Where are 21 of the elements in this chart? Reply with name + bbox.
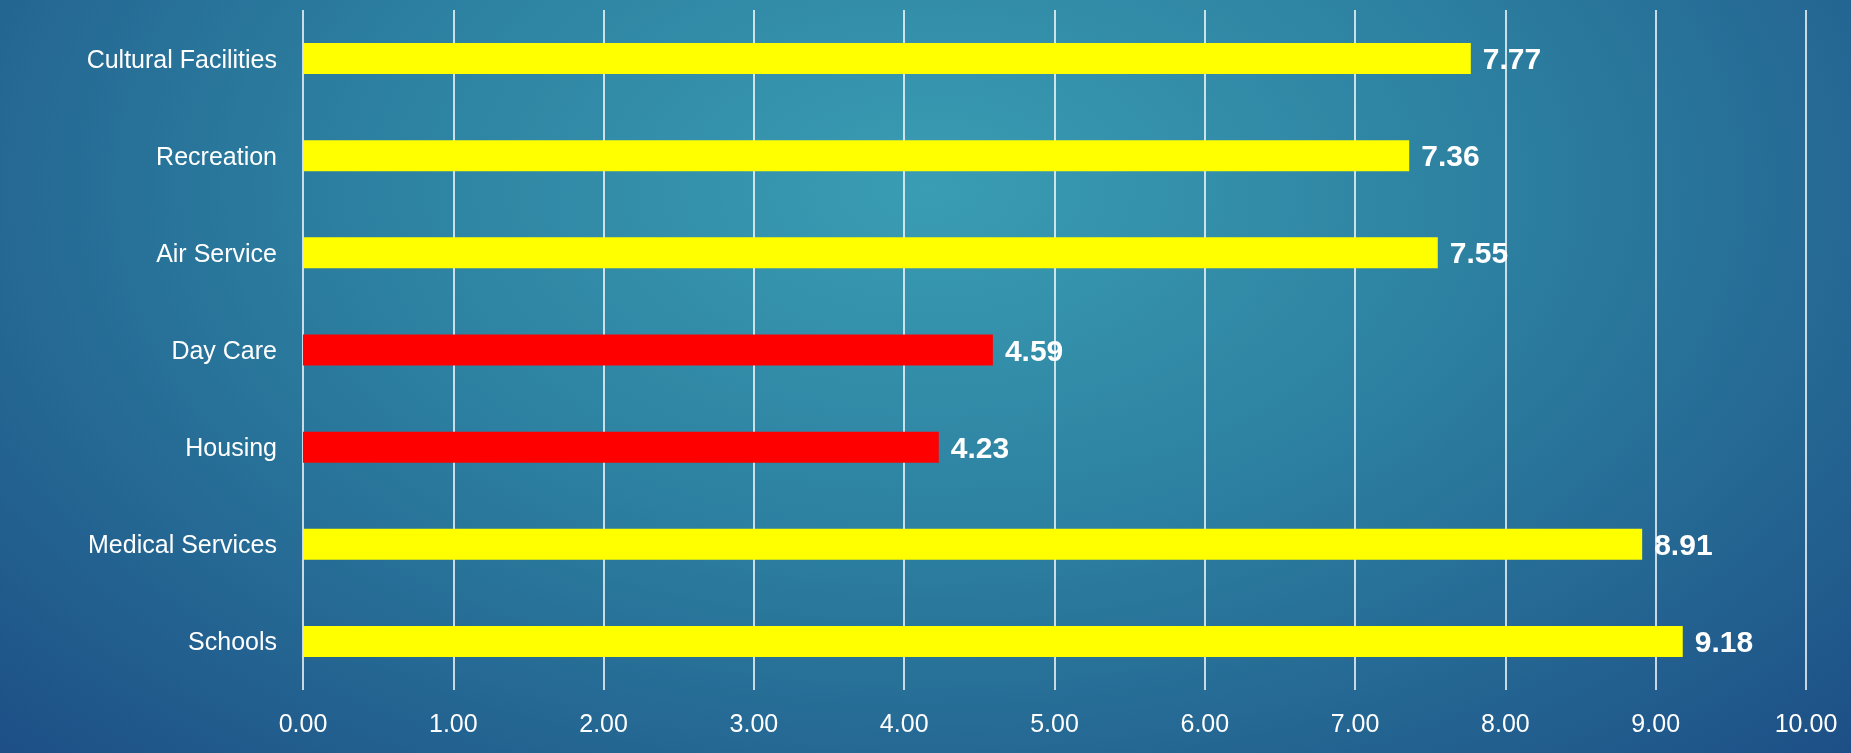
y-tick-label: Cultural Facilities [86, 44, 277, 73]
x-tick-label: 9.00 [1631, 708, 1681, 737]
y-tick-label: Air Service [156, 238, 277, 267]
data-label: 4.23 [950, 430, 1010, 464]
data-label: 9.18 [1694, 624, 1754, 658]
x-tick-label: 7.00 [1330, 708, 1380, 737]
x-tick-label: 1.00 [428, 708, 478, 737]
x-tick-label: 10.00 [1774, 708, 1838, 737]
x-tick-label: 0.00 [278, 708, 328, 737]
y-tick-label: Recreation [156, 141, 277, 170]
y-tick-label: Day Care [171, 336, 277, 364]
x-tick-label: 8.00 [1481, 708, 1530, 737]
x-tick-label: 6.00 [1180, 708, 1230, 737]
data-label: 7.36 [1421, 139, 1480, 173]
x-tick-label: 4.00 [879, 708, 929, 737]
x-tick-label: 5.00 [1030, 708, 1079, 737]
x-tick-label: 3.00 [729, 708, 779, 737]
y-tick-label: Medical Services [88, 530, 277, 559]
x-tick-label: 2.00 [579, 708, 628, 737]
y-tick-label: Schools [188, 627, 277, 656]
y-tick-label: Housing [185, 433, 277, 462]
